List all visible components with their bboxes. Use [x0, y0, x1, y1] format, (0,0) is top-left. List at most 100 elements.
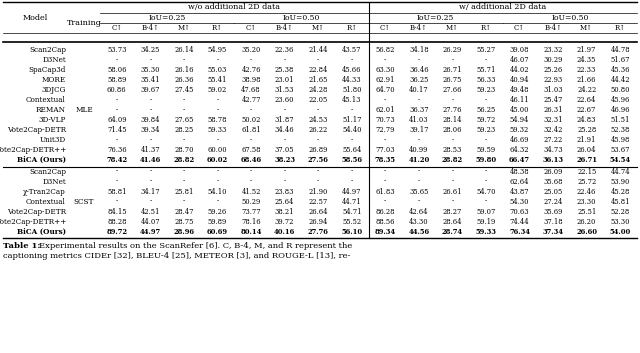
Text: 25.81: 25.81: [174, 187, 193, 196]
Text: 32.31: 32.31: [543, 116, 563, 124]
Text: -: -: [384, 168, 387, 175]
Text: 59.59: 59.59: [476, 146, 495, 154]
Text: 28.27: 28.27: [443, 208, 462, 215]
Text: 59.80: 59.80: [476, 156, 497, 164]
Text: 73.77: 73.77: [241, 208, 261, 215]
Text: 25.05: 25.05: [543, 187, 563, 196]
Text: 22.84: 22.84: [308, 66, 328, 74]
Text: REMAN: REMAN: [36, 106, 66, 114]
Text: -: -: [451, 168, 454, 175]
Text: -: -: [183, 56, 185, 64]
Text: 61.83: 61.83: [376, 187, 395, 196]
Text: -: -: [149, 96, 152, 104]
Text: Scan2Cap: Scan2Cap: [29, 168, 66, 175]
Text: 21.65: 21.65: [308, 76, 328, 84]
Text: 36.37: 36.37: [409, 106, 429, 114]
Text: -: -: [116, 106, 118, 114]
Text: MORE: MORE: [42, 76, 66, 84]
Text: w/ additional 2D data: w/ additional 2D data: [459, 4, 547, 12]
Text: 22.15: 22.15: [577, 168, 596, 175]
Text: 25.47: 25.47: [543, 96, 563, 104]
Text: D3Net: D3Net: [42, 56, 66, 64]
Text: 26.14: 26.14: [174, 46, 194, 54]
Text: 28.47: 28.47: [174, 208, 194, 215]
Text: Vote2Cap-DETR: Vote2Cap-DETR: [7, 126, 66, 134]
Text: 43.57: 43.57: [342, 46, 362, 54]
Text: 44.07: 44.07: [141, 217, 160, 226]
Text: 34.18: 34.18: [409, 46, 429, 54]
Text: 62.91: 62.91: [376, 76, 395, 84]
Text: -: -: [351, 168, 353, 175]
Text: C↑: C↑: [380, 24, 391, 32]
Text: D3Net: D3Net: [42, 178, 66, 185]
Text: 77.03: 77.03: [376, 146, 395, 154]
Text: -: -: [284, 136, 285, 144]
Text: 45.28: 45.28: [611, 187, 630, 196]
Text: χ-Tran2Cap: χ-Tran2Cap: [23, 187, 66, 196]
Text: 39.84: 39.84: [141, 116, 160, 124]
Text: 56.25: 56.25: [476, 106, 495, 114]
Text: -: -: [317, 178, 319, 185]
Text: 26.16: 26.16: [174, 66, 194, 74]
Text: B-4↑: B-4↑: [544, 24, 562, 32]
Text: -: -: [284, 178, 285, 185]
Text: -: -: [384, 136, 387, 144]
Text: 41.52: 41.52: [241, 187, 260, 196]
Text: 55.27: 55.27: [476, 46, 495, 54]
Text: 45.36: 45.36: [611, 66, 630, 74]
Text: 51.67: 51.67: [611, 56, 630, 64]
Text: 26.71: 26.71: [443, 66, 462, 74]
Text: -: -: [284, 168, 285, 175]
Text: IoU=0.25: IoU=0.25: [417, 14, 454, 22]
Text: -: -: [451, 197, 454, 205]
Text: -: -: [250, 136, 252, 144]
Text: 25.28: 25.28: [577, 126, 596, 134]
Text: 42.77: 42.77: [241, 96, 260, 104]
Text: BiCA (Ours): BiCA (Ours): [17, 156, 66, 164]
Text: -: -: [116, 178, 118, 185]
Text: 54.70: 54.70: [476, 187, 496, 196]
Text: -: -: [183, 197, 185, 205]
Text: 31.03: 31.03: [543, 86, 563, 94]
Text: -: -: [216, 136, 219, 144]
Text: -: -: [116, 168, 118, 175]
Text: -: -: [451, 56, 454, 64]
Text: 38.98: 38.98: [241, 76, 260, 84]
Text: MLE: MLE: [75, 106, 93, 114]
Text: 74.44: 74.44: [509, 217, 529, 226]
Text: B-4↑: B-4↑: [276, 24, 294, 32]
Text: 35.41: 35.41: [141, 76, 160, 84]
Text: 50.02: 50.02: [241, 116, 260, 124]
Text: 44.78: 44.78: [611, 46, 630, 54]
Text: 28.53: 28.53: [443, 146, 462, 154]
Text: -: -: [418, 136, 420, 144]
Text: 32.42: 32.42: [543, 126, 563, 134]
Text: -: -: [451, 136, 454, 144]
Text: Contextual: Contextual: [26, 96, 66, 104]
Text: 78.42: 78.42: [106, 156, 127, 164]
Text: 28.25: 28.25: [174, 126, 193, 134]
Text: 28.82: 28.82: [442, 156, 463, 164]
Text: 45.00: 45.00: [510, 106, 529, 114]
Text: 28.82: 28.82: [173, 156, 195, 164]
Text: -: -: [485, 168, 487, 175]
Text: 53.67: 53.67: [611, 146, 630, 154]
Text: IoU=0.50: IoU=0.50: [283, 14, 320, 22]
Text: 34.17: 34.17: [141, 187, 160, 196]
Text: 54.00: 54.00: [609, 227, 631, 235]
Text: 54.95: 54.95: [208, 46, 227, 54]
Text: 37.05: 37.05: [275, 146, 294, 154]
Text: 22.67: 22.67: [577, 106, 596, 114]
Text: 35.20: 35.20: [241, 46, 260, 54]
Text: 28.74: 28.74: [442, 227, 463, 235]
Text: IoU=0.50: IoU=0.50: [551, 14, 589, 22]
Text: 47.68: 47.68: [241, 86, 261, 94]
Text: 58.78: 58.78: [208, 116, 227, 124]
Text: 59.19: 59.19: [476, 217, 495, 226]
Text: 64.70: 64.70: [376, 86, 395, 94]
Text: 38.21: 38.21: [275, 208, 294, 215]
Text: 45.98: 45.98: [611, 136, 630, 144]
Text: 54.94: 54.94: [510, 116, 529, 124]
Text: 76.36: 76.36: [107, 146, 127, 154]
Text: 36.46: 36.46: [409, 66, 429, 74]
